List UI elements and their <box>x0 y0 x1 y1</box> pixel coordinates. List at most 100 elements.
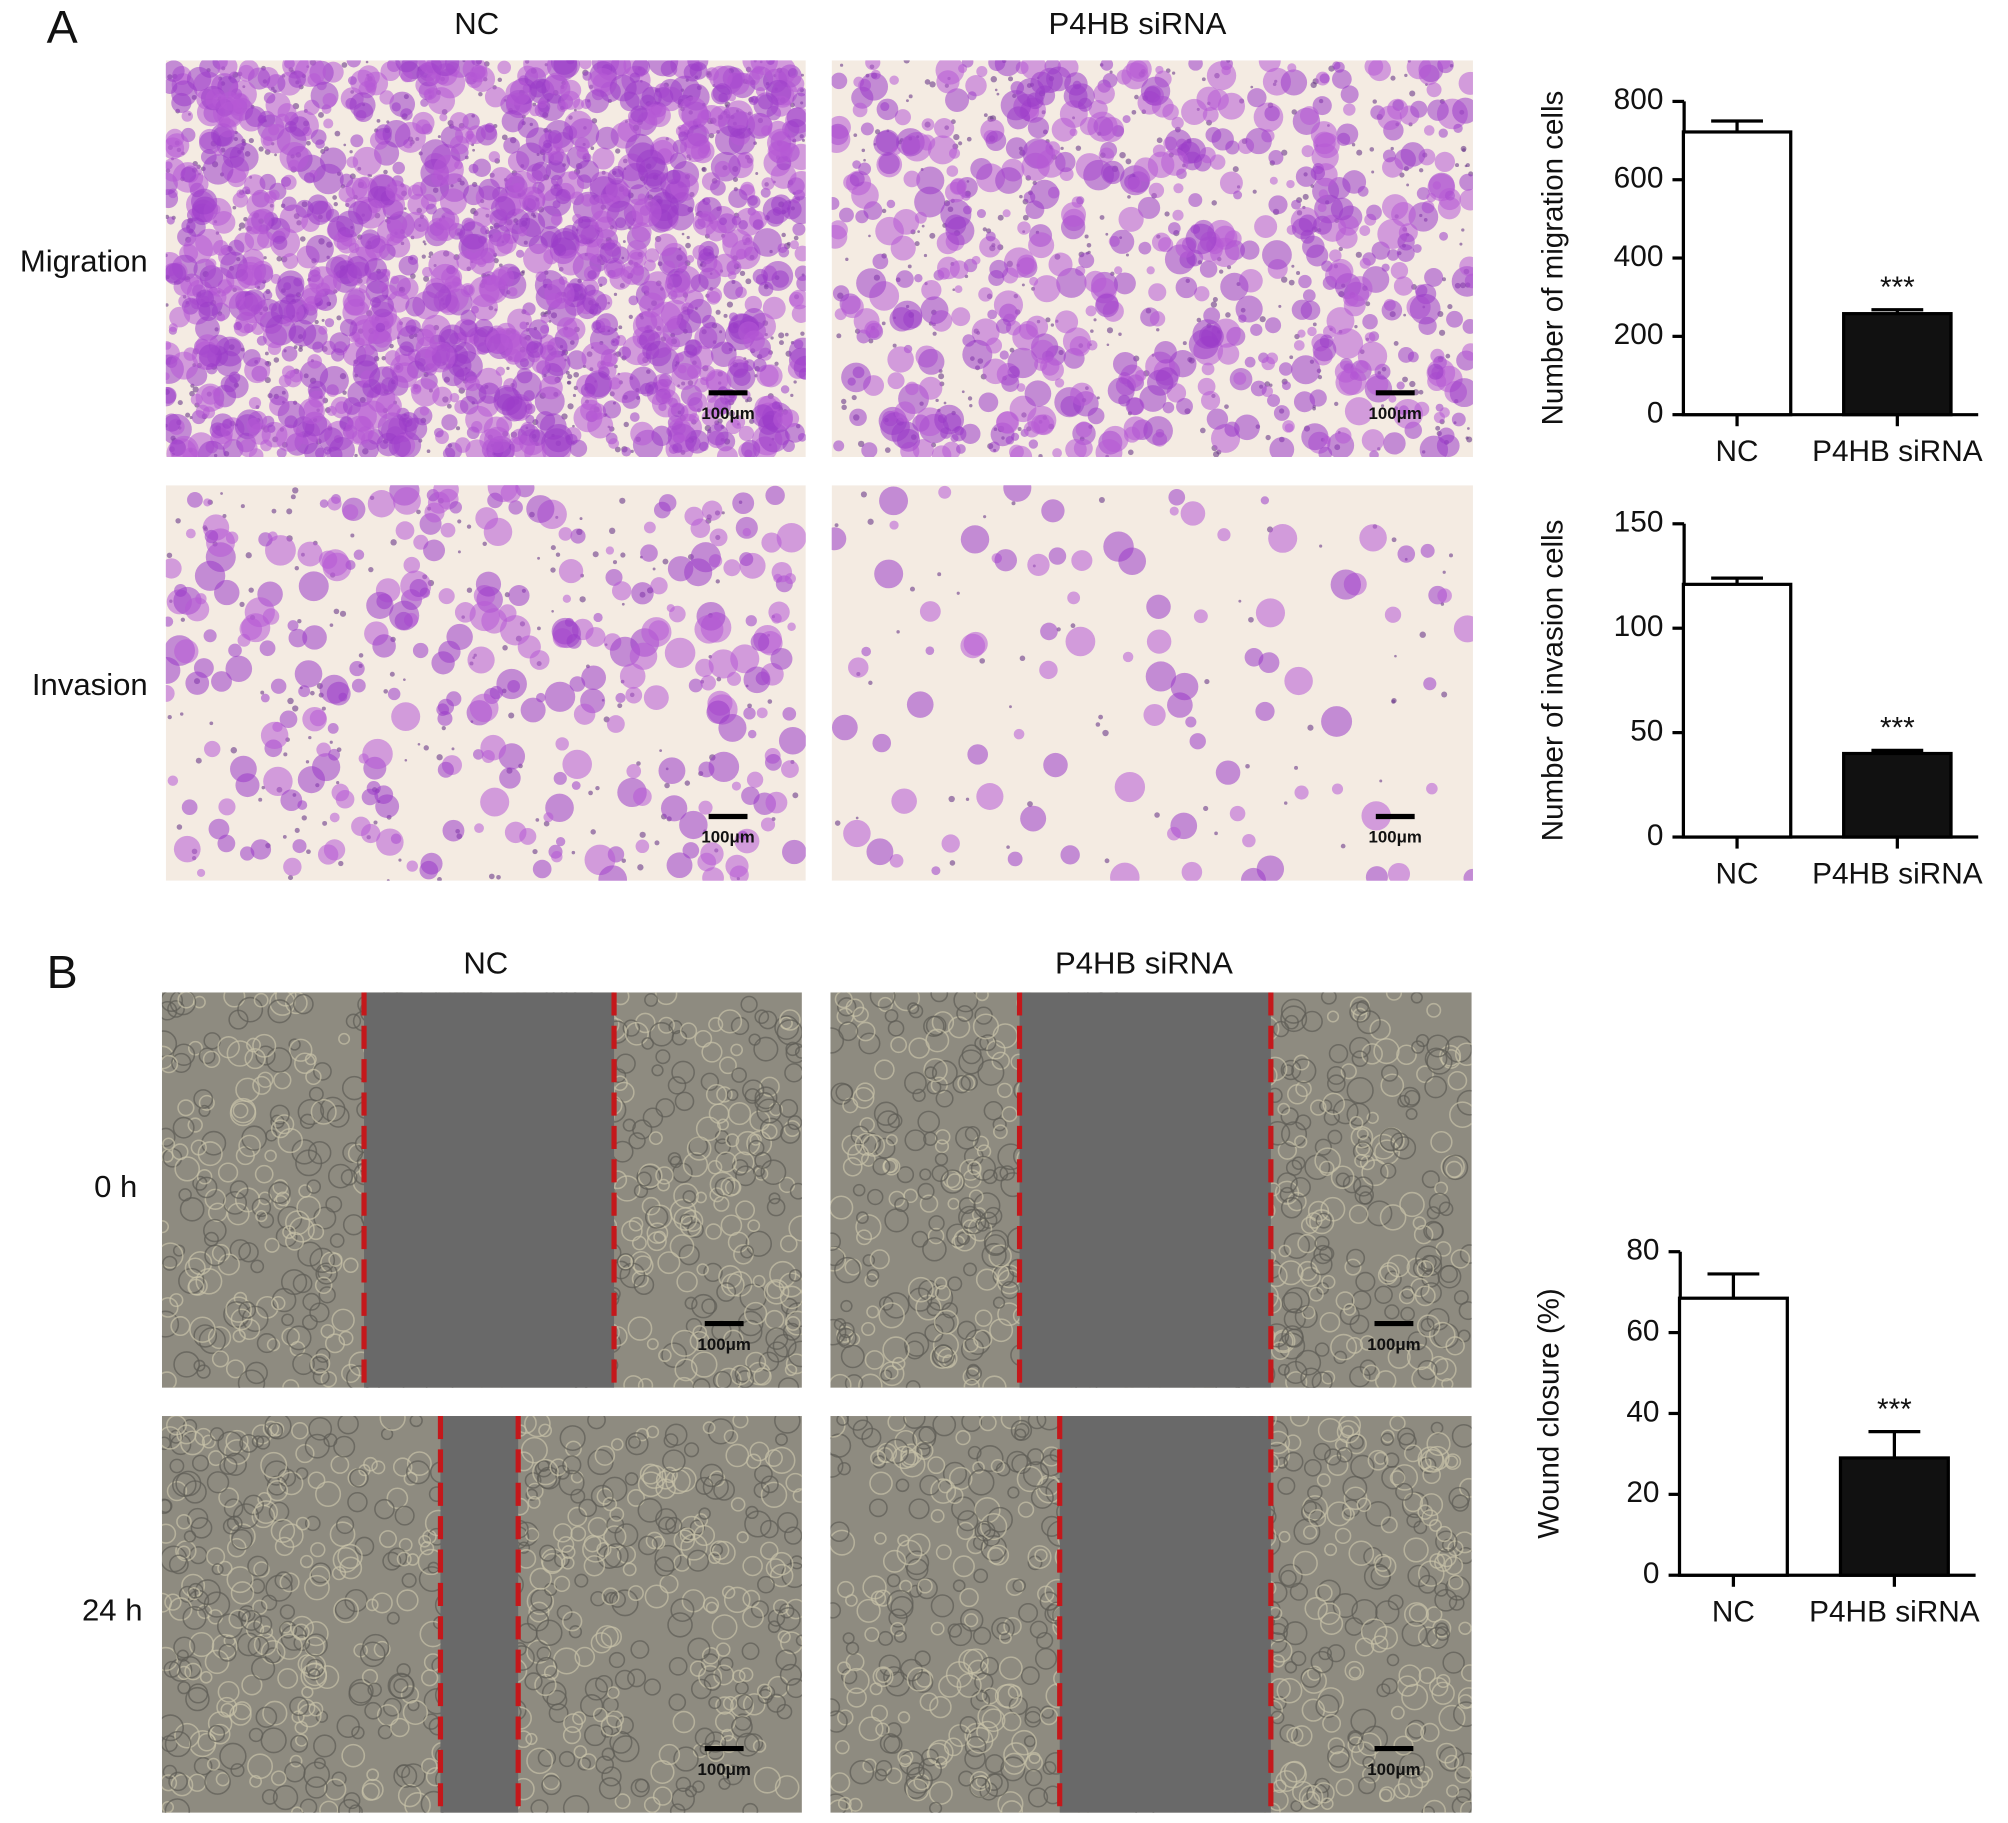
speck <box>924 79 931 85</box>
stained-cell <box>217 834 236 853</box>
speck <box>884 447 891 453</box>
cell <box>1421 1170 1440 1189</box>
stained-cell <box>556 317 578 338</box>
stained-cell <box>1093 83 1115 105</box>
stained-cell <box>1005 137 1028 159</box>
stained-cell <box>1410 100 1428 118</box>
stained-cell <box>962 339 993 370</box>
cell <box>318 1286 336 1304</box>
speck <box>274 153 277 157</box>
speck <box>923 253 928 258</box>
stained-cell <box>1268 195 1288 215</box>
cell <box>705 1223 722 1240</box>
speck <box>1021 283 1025 287</box>
stained-cell <box>874 559 904 589</box>
speck <box>502 645 508 651</box>
cell <box>161 1054 179 1074</box>
stained-cell <box>370 297 381 308</box>
stained-cell <box>1043 752 1068 778</box>
cell <box>1326 1065 1346 1085</box>
cell <box>855 1082 875 1102</box>
speck <box>1438 329 1446 336</box>
stained-cell <box>437 761 454 778</box>
speck <box>1214 831 1218 836</box>
stained-cell <box>780 385 790 394</box>
stained-cell <box>892 146 901 155</box>
stained-cell <box>1280 69 1308 96</box>
stained-cell <box>1002 209 1011 218</box>
stained-cell <box>1406 60 1432 80</box>
stained-cell <box>999 350 1009 360</box>
cell <box>266 1047 292 1073</box>
stained-cell <box>1330 197 1354 221</box>
speck <box>592 551 599 558</box>
cell <box>644 993 659 1007</box>
stained-cell <box>789 240 799 250</box>
stained-cell <box>978 287 993 302</box>
speck <box>909 586 915 592</box>
stained-cell <box>263 766 293 796</box>
stained-cell <box>609 74 637 102</box>
stained-cell <box>1244 356 1256 368</box>
stained-cell <box>688 678 703 693</box>
stained-cell <box>275 424 304 452</box>
stained-cell <box>743 707 756 720</box>
speck <box>1379 779 1383 783</box>
stained-cell <box>1291 355 1321 385</box>
stained-cell <box>714 160 731 178</box>
stained-cell <box>1215 760 1241 785</box>
stained-cell <box>395 521 415 540</box>
cell <box>934 1139 950 1154</box>
stained-cell <box>548 130 562 144</box>
cell <box>1313 1244 1333 1265</box>
speck <box>292 705 299 712</box>
speck <box>1060 146 1064 150</box>
stained-cell <box>165 137 185 160</box>
stained-cell <box>495 366 506 376</box>
stained-cell <box>1278 362 1293 376</box>
cell <box>785 1042 802 1064</box>
speck <box>932 331 937 336</box>
stained-cell <box>321 549 349 577</box>
stained-cell <box>1055 151 1076 173</box>
speck <box>659 749 663 752</box>
stained-cell <box>1061 202 1087 227</box>
stained-cell <box>621 390 641 409</box>
stained-cell <box>446 691 462 707</box>
cell <box>988 1244 1012 1268</box>
stained-cell <box>519 358 529 368</box>
stained-cell <box>1041 499 1065 523</box>
stained-cell <box>796 275 806 292</box>
speck <box>1418 168 1424 173</box>
stained-cell <box>511 371 542 401</box>
speck <box>723 313 728 318</box>
stained-cell <box>562 224 579 241</box>
cell <box>622 1019 641 1037</box>
cell <box>238 1301 257 1319</box>
speck <box>1380 404 1385 408</box>
stained-cell <box>960 525 990 554</box>
speck <box>1125 158 1132 165</box>
stained-cell <box>243 349 261 367</box>
stained-cell <box>1189 733 1206 750</box>
stained-cell <box>1109 229 1135 254</box>
cell <box>173 1351 201 1378</box>
stained-cell <box>1439 231 1449 241</box>
stained-cell <box>914 186 946 218</box>
stained-cell <box>1051 117 1076 142</box>
stained-cell <box>1342 170 1367 194</box>
stained-cell <box>385 180 407 202</box>
stained-cell <box>919 376 943 400</box>
stained-cell <box>933 118 955 139</box>
stained-cell <box>630 105 648 123</box>
cell <box>686 1136 712 1161</box>
stained-cell <box>782 839 806 865</box>
stained-cell <box>861 646 872 657</box>
stained-cell <box>1446 310 1463 328</box>
speck <box>881 321 886 326</box>
cell <box>274 1114 295 1135</box>
stained-cell <box>558 559 584 584</box>
stained-cell <box>529 650 550 670</box>
speck <box>488 873 495 880</box>
stained-cell <box>891 788 917 814</box>
